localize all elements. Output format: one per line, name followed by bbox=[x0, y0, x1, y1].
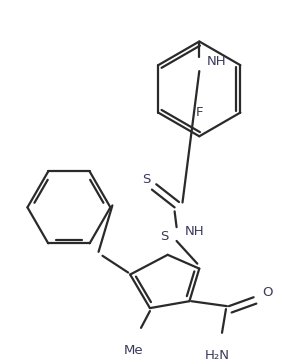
Text: F: F bbox=[196, 106, 203, 119]
Text: S: S bbox=[142, 173, 150, 186]
Text: NH: NH bbox=[184, 225, 204, 238]
Text: O: O bbox=[263, 286, 273, 299]
Text: S: S bbox=[160, 230, 169, 243]
Text: NH: NH bbox=[207, 55, 227, 68]
Text: H₂N: H₂N bbox=[204, 349, 230, 361]
Text: Me: Me bbox=[123, 344, 143, 357]
